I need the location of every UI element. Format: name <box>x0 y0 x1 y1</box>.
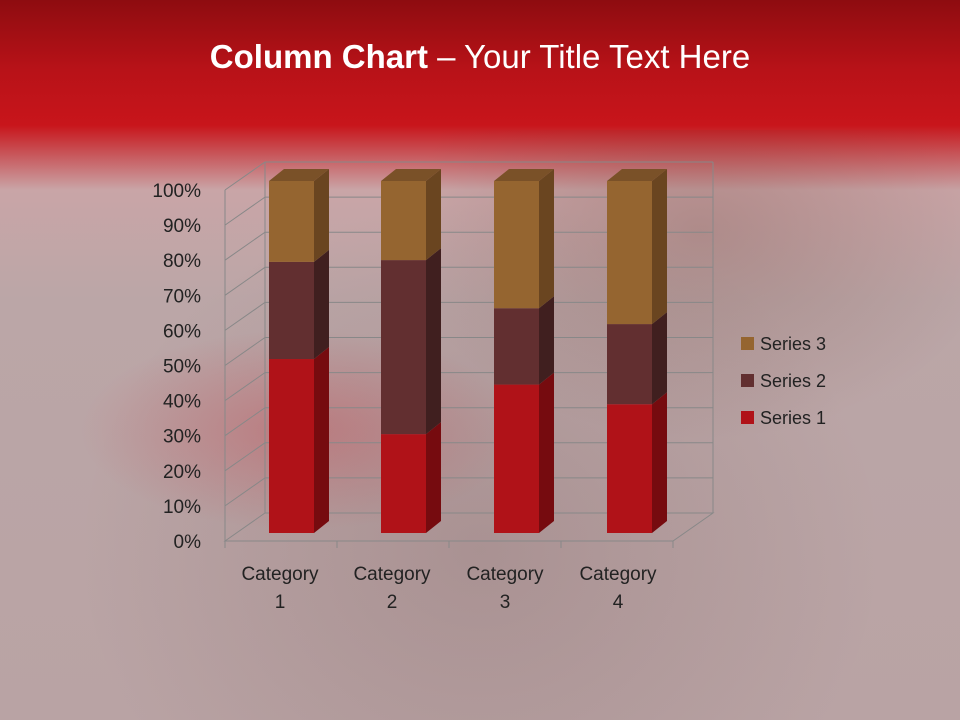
x-tick-label: 1 <box>275 592 286 613</box>
bar-front <box>381 260 426 435</box>
bar-side <box>426 248 441 435</box>
y-tick-label: 0% <box>174 532 202 553</box>
bar-front <box>269 359 314 533</box>
y-tick-label: 100% <box>152 181 201 202</box>
bar-front <box>494 308 539 385</box>
bar-top <box>607 169 667 181</box>
x-tick-label: Category <box>466 564 544 585</box>
bar-side <box>652 312 667 405</box>
background-photo <box>0 130 960 720</box>
x-tick-label: Category <box>241 564 319 585</box>
bar-front <box>494 181 539 309</box>
bar-stack <box>494 169 554 533</box>
slide-title: Column Chart – Your Title Text Here <box>0 38 960 76</box>
bar-top <box>269 169 329 181</box>
bar-front <box>381 434 426 533</box>
bar-side <box>539 169 554 309</box>
y-tick-label: 10% <box>163 497 201 518</box>
bar-front <box>269 181 314 262</box>
gridline <box>224 161 713 191</box>
legend-label: Series 2 <box>760 371 826 391</box>
y-tick-label: 50% <box>163 357 201 378</box>
bar-side <box>426 422 441 533</box>
gridline <box>224 301 713 331</box>
gridline <box>224 372 713 402</box>
gridline <box>224 442 713 472</box>
y-tick-label: 70% <box>163 286 201 307</box>
bar-side <box>314 169 329 262</box>
bar-front <box>607 181 652 325</box>
gridline <box>224 231 713 261</box>
bar-front <box>494 384 539 533</box>
bar-top <box>381 169 441 181</box>
bar-front <box>381 181 426 261</box>
bar-front <box>607 404 652 533</box>
bar-front <box>269 261 314 360</box>
y-tick-label: 90% <box>163 216 201 237</box>
bar-stack <box>381 169 441 533</box>
bar-side <box>426 169 441 261</box>
x-tick-label: 3 <box>500 592 511 613</box>
bar-stack <box>607 169 667 533</box>
gridline <box>224 407 713 437</box>
y-tick-label: 60% <box>163 321 201 342</box>
gridline <box>224 337 713 366</box>
legend-label: Series 3 <box>760 334 826 354</box>
title-rest: – Your Title Text Here <box>427 38 751 75</box>
x-tick-label: Category <box>579 564 657 585</box>
bar-side <box>539 372 554 533</box>
y-tick-label: 30% <box>163 427 201 448</box>
bar-side <box>314 347 329 533</box>
title-bold: Column Chart <box>209 38 428 75</box>
gridline <box>224 266 713 296</box>
bar-side <box>652 169 667 325</box>
bar-side <box>539 296 554 385</box>
gridline <box>224 477 713 507</box>
x-tick-label: 4 <box>613 592 624 613</box>
x-tick-label: Category <box>353 564 431 585</box>
bar-side <box>314 249 329 360</box>
legend-swatch <box>741 337 754 350</box>
legend-label: Series 1 <box>760 408 826 428</box>
bar-side <box>652 392 667 533</box>
gridline <box>224 196 713 226</box>
y-tick-label: 20% <box>163 462 201 483</box>
x-tick-label: 2 <box>387 592 398 613</box>
legend-swatch <box>741 374 754 387</box>
bar-stack <box>269 169 329 533</box>
y-tick-label: 80% <box>163 251 201 272</box>
legend-swatch <box>741 411 754 424</box>
y-tick-label: 40% <box>163 392 201 413</box>
bar-top <box>494 169 554 181</box>
bar-front <box>607 324 652 405</box>
